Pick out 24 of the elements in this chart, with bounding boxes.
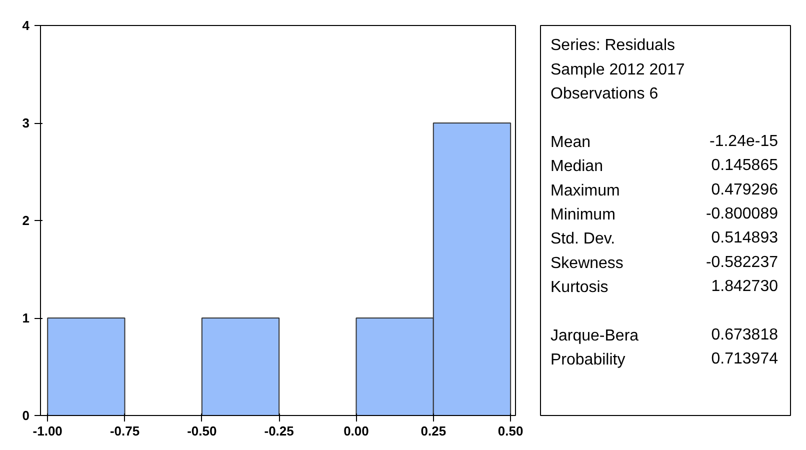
- y-tick-label: 4: [22, 18, 30, 33]
- text: Sample 2012 2017: [550, 61, 685, 78]
- text: Std. Dev. 0.514893: [550, 230, 778, 248]
- text: Jarque-Bera 0.673818: [550, 326, 778, 344]
- text: Mean -1.24e-15: [550, 132, 778, 151]
- text: Median 0.145865: [550, 157, 778, 176]
- x-tick-label: -0.50: [187, 424, 217, 438]
- text: Maximum 0.479296: [550, 181, 778, 200]
- x-tick-label: 0.00: [344, 424, 369, 438]
- text: Kurtosis 1.842730: [550, 278, 778, 296]
- x-tick-label: -0.75: [110, 424, 140, 438]
- y-tick-label: 3: [22, 116, 30, 130]
- text: Series: Residuals: [550, 37, 675, 54]
- x-tick-label: 0.25: [420, 424, 446, 438]
- x-tick-label: 0.50: [498, 424, 524, 438]
- y-tick-label: 2: [22, 213, 30, 228]
- text: Skewness -0.582237: [550, 254, 778, 272]
- x-tick-label: -0.25: [264, 424, 294, 438]
- text: Probability 0.713974: [550, 350, 778, 369]
- text: Minimum -0.800089: [550, 205, 778, 224]
- y-tick-label: 0: [22, 408, 30, 423]
- x-tick-label: -1.00: [32, 424, 62, 438]
- text: Observations 6: [550, 86, 658, 103]
- y-tick-label: 1: [22, 310, 30, 326]
